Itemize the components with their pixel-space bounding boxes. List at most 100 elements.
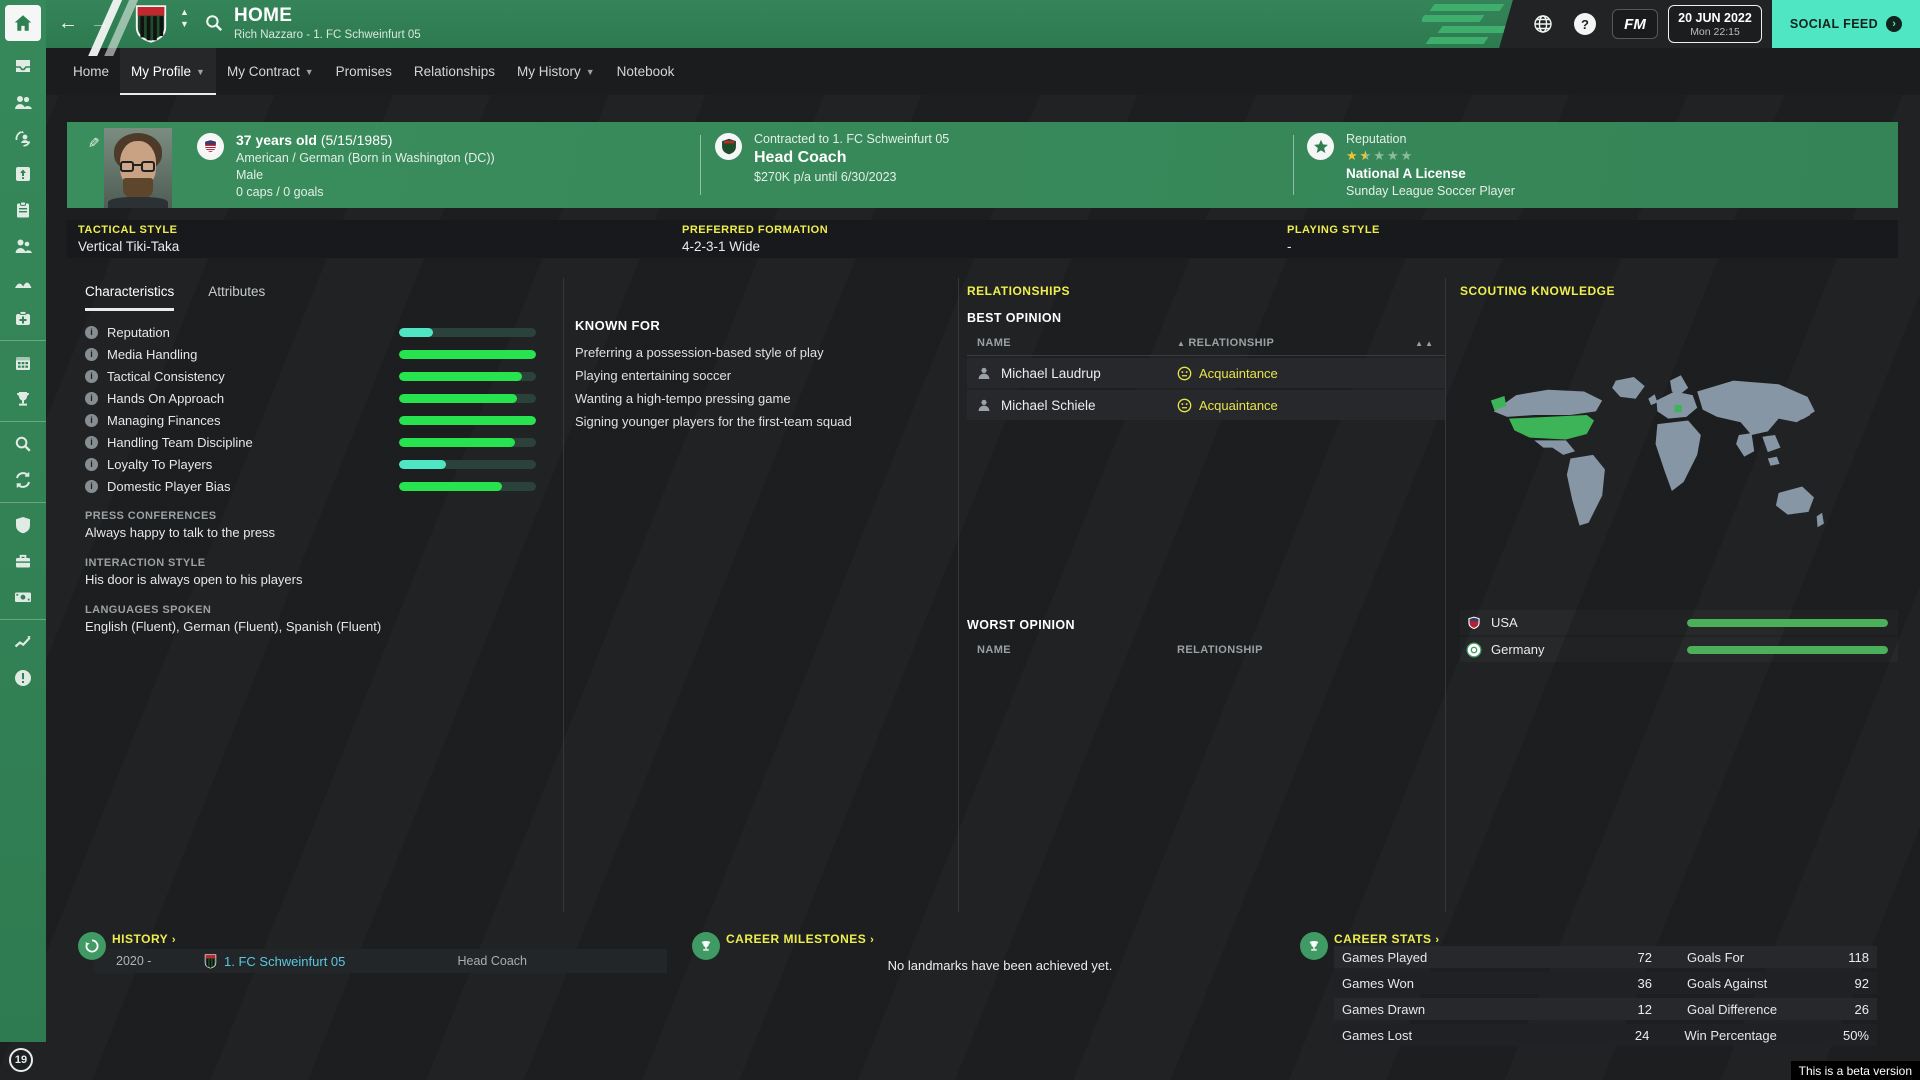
chevron-down-icon: ▼ [196,66,205,77]
relationship-table-header: NAME RELATIONSHIP [967,644,1445,662]
info-icon[interactable]: i [85,325,98,339]
sort-asc-icon: ▲ [1177,339,1186,348]
history-role: Head Coach [457,954,528,968]
column-name[interactable]: NAME [977,337,1011,349]
team-switcher[interactable]: ▲ ▼ [180,8,189,29]
column-relationship[interactable]: ▲ RELATIONSHIP [1177,337,1275,349]
preferred-formation-label: PREFERRED FORMATION [682,224,829,236]
club-crest-icon[interactable] [134,4,168,44]
column-name[interactable]: NAME [977,644,1011,656]
characteristic-row: i Hands On Approach [67,391,563,406]
career-stats-link[interactable]: CAREER STATS › [1334,932,1440,946]
gender: Male [236,168,264,182]
job-role: Head Coach [754,149,847,166]
info-icon[interactable]: i [85,413,98,427]
competitions-trophy-icon[interactable] [13,389,33,409]
help-icon[interactable]: ? [1574,13,1596,35]
best-opinion-title: BEST OPINION [967,311,1062,325]
alerts-icon[interactable] [13,668,33,688]
info-icon[interactable]: i [85,369,98,383]
info-icon[interactable]: i [85,479,98,493]
relationship-row[interactable]: Michael Laudrup Acquaintance [967,358,1445,388]
scouting-row[interactable]: USA [1460,610,1898,635]
contract-terms: $270K p/a until 6/30/2023 [754,170,897,184]
inbox-icon[interactable] [13,56,33,76]
social-feed-button[interactable]: SOCIAL FEED › [1772,0,1920,48]
characteristic-bar [399,459,536,469]
characteristic-bar [399,371,536,381]
tab-notebook[interactable]: Notebook [616,64,675,79]
tab-promises[interactable]: Promises [335,64,392,79]
career-stats-table: Games Played 72 Goals For 118 Games Won 36 … [1334,946,1877,1050]
tab-my-profile[interactable]: My Profile ▼ [120,48,216,95]
characteristic-row: i Loyalty To Players [67,457,563,472]
tab-relationships[interactable]: Relationships [413,64,495,79]
analytics-trend-icon[interactable] [13,632,33,652]
characteristic-bar [399,327,536,337]
back-arrow-icon[interactable]: ← [58,12,78,34]
history-row[interactable]: 2020 - 1. FC Schweinfurt 05 Head Coach [94,949,667,973]
tab-my-contract[interactable]: My Contract ▼ [226,64,314,79]
fm-logo[interactable]: FM [1612,9,1658,39]
staff-icon[interactable] [13,236,33,256]
stat-row: Games Won 36 Goals Against 92 [1334,972,1877,994]
edit-pencil-icon[interactable]: ✎ [85,136,102,149]
worst-opinion-title: WORST OPINION [967,618,1075,632]
characteristic-row: i Handling Team Discipline [67,435,563,450]
history-club-link[interactable]: 1. FC Schweinfurt 05 [204,954,345,969]
column-relationship[interactable]: RELATIONSHIP [1177,644,1263,656]
date-button[interactable]: 20 JUN 2022 Mon 22:15 [1668,5,1762,43]
tab-attributes[interactable]: Attributes [208,284,266,299]
usa-nation-badge-icon [197,133,224,160]
title-bar: ← → ▲ ▼ HOME Rich Nazzaro - 1. FC Schwein… [46,0,1920,56]
search-icon[interactable] [204,13,224,33]
career-milestones-link[interactable]: CAREER MILESTONES › [726,932,875,946]
languages-value: English (Fluent), German (Fluent), Spani… [85,619,382,634]
club-shield-icon[interactable] [13,515,33,535]
tab-home[interactable]: Home [73,64,110,79]
relationship-row[interactable]: Michael Schiele Acquaintance [967,390,1445,420]
panel-divider [563,278,564,912]
tab-characteristics[interactable]: Characteristics [85,284,175,311]
sidebar-separator [0,421,46,422]
playing-style-value: - [1287,239,1292,254]
transfers-icon[interactable] [13,128,33,148]
finances-icon[interactable] [13,587,33,607]
knowledge-bar [1687,645,1888,654]
dynamics-icon[interactable] [13,272,33,292]
history-section-link[interactable]: HISTORY › [112,932,176,946]
reputation-star-icon [1307,133,1334,160]
header-divider [1293,135,1294,195]
schedule-calendar-icon[interactable] [13,353,33,373]
info-icon[interactable]: i [85,391,98,405]
info-icon[interactable]: i [85,347,98,361]
home-icon [14,15,32,31]
playing-style-label: PLAYING STYLE [1287,224,1380,236]
manager-level-badge[interactable]: 19 [9,1048,33,1072]
acquaintance-face-icon [1177,366,1192,380]
tactics-clipboard-icon[interactable] [13,200,33,220]
scouting-row[interactable]: Germany [1460,637,1898,662]
knowledge-bar [1687,618,1888,627]
current-time: Mon 22:15 [1690,25,1740,38]
squad-icon[interactable] [13,92,33,112]
tab-my-history[interactable]: My History ▼ [516,64,595,79]
info-icon[interactable]: i [85,435,98,449]
club-crest-icon [204,953,217,969]
scouting-search-icon[interactable] [13,434,33,454]
job-briefcase-icon[interactable] [13,551,33,571]
panel-divider [958,278,959,912]
training-icon[interactable] [13,164,33,184]
chevron-down-icon: ▼ [304,66,314,77]
panel-divider [1445,278,1446,912]
sort-icons[interactable]: ▲▲ [1415,338,1435,348]
characteristic-bar [399,437,536,447]
characteristic-row: i Tactical Consistency [67,369,563,384]
page-subtitle: Rich Nazzaro - 1. FC Schweinfurt 05 [234,29,421,41]
medical-icon[interactable] [13,308,33,328]
sidebar-item-home[interactable] [5,5,41,41]
sync-icon[interactable] [13,470,33,490]
globe-icon[interactable] [1532,13,1554,35]
info-icon[interactable]: i [85,457,98,471]
